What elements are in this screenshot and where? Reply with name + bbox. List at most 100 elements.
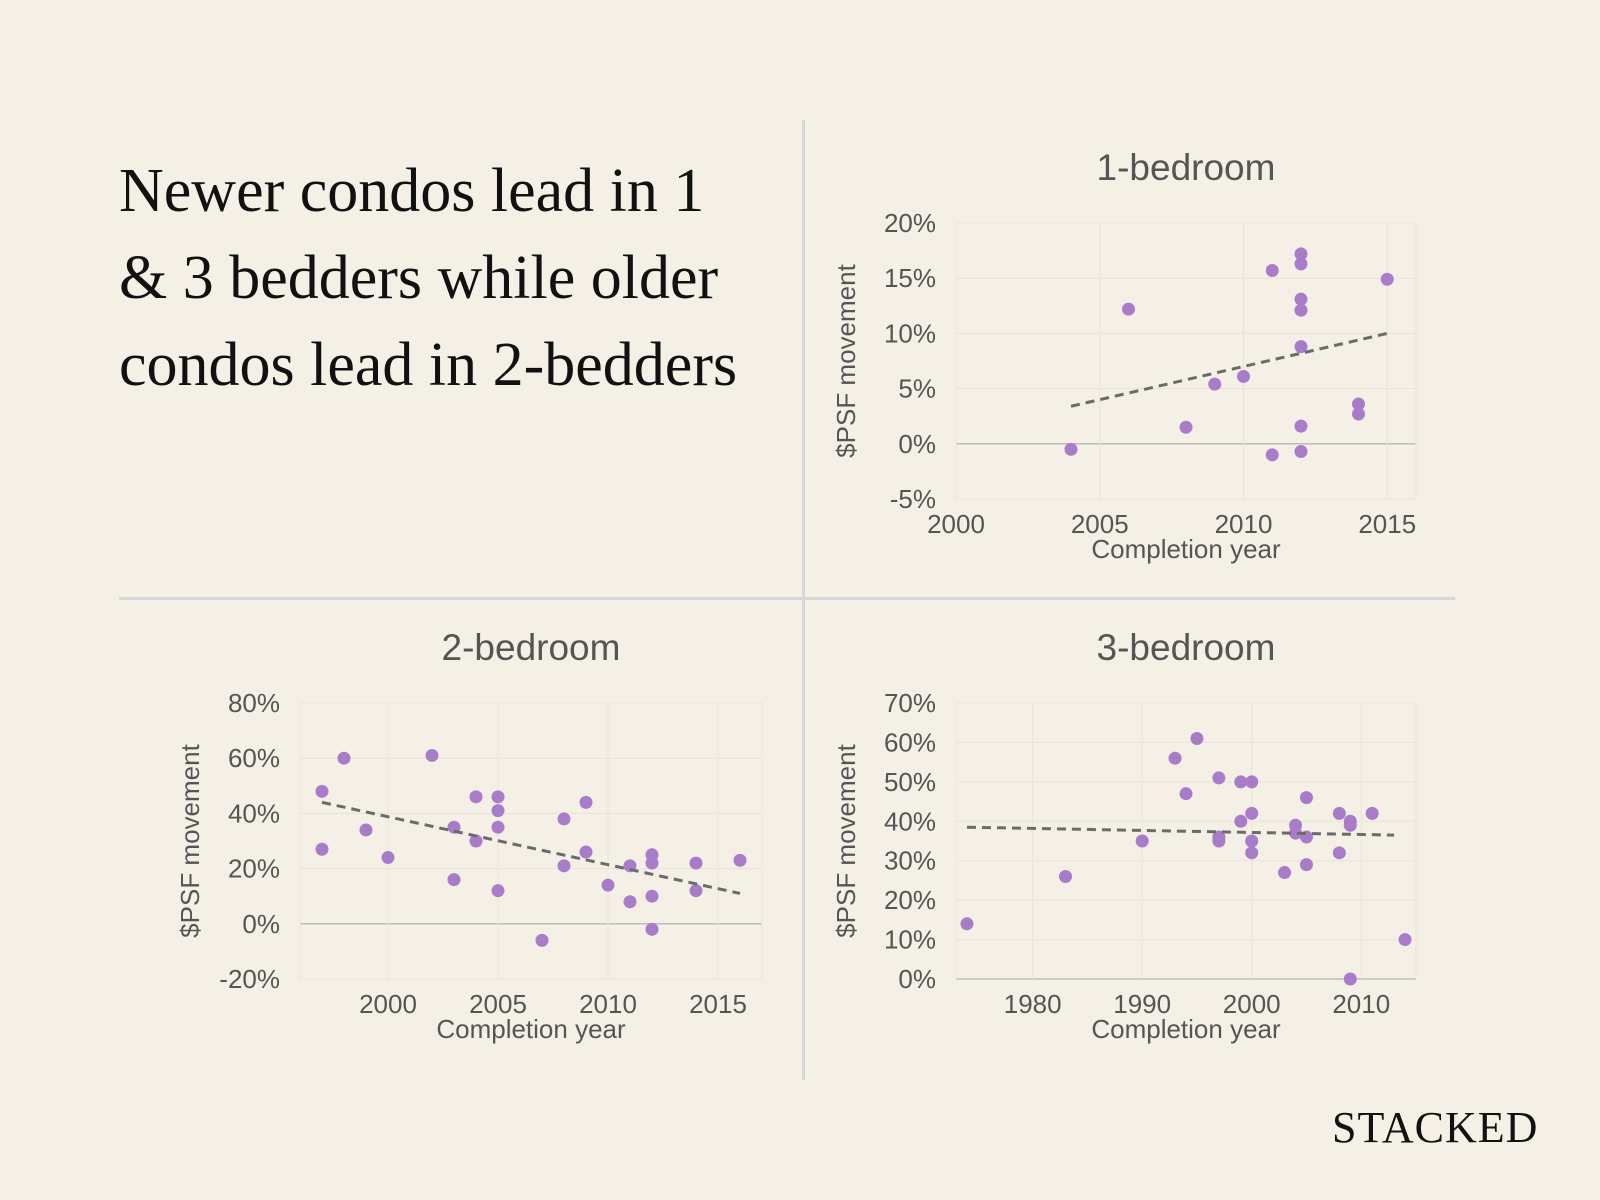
data-point xyxy=(1294,340,1308,354)
data-point xyxy=(381,851,395,865)
data-point xyxy=(1245,834,1259,848)
data-point xyxy=(1234,814,1248,828)
data-point xyxy=(1265,263,1279,277)
data-point xyxy=(1190,731,1204,745)
y-tick-label: 0% xyxy=(898,964,936,994)
data-point xyxy=(601,878,615,892)
x-tick-label: 2010 xyxy=(579,989,637,1019)
chart-title: 3-bedroom xyxy=(1097,627,1276,668)
data-point xyxy=(1299,791,1313,805)
data-point xyxy=(1245,846,1259,860)
data-point xyxy=(1265,448,1279,462)
data-point xyxy=(1294,247,1308,261)
data-point xyxy=(645,856,659,870)
data-point xyxy=(1332,846,1346,860)
data-point xyxy=(645,889,659,903)
data-point xyxy=(1234,775,1248,789)
data-point xyxy=(645,922,659,936)
y-tick-label: 5% xyxy=(898,374,936,404)
trend-line xyxy=(966,825,1395,837)
x-axis-label: Completion year xyxy=(1091,534,1281,564)
x-axis-label: Completion year xyxy=(436,1014,626,1044)
data-point xyxy=(425,748,439,762)
trend-line xyxy=(1070,331,1388,408)
horizontal-divider xyxy=(119,597,1455,600)
data-point xyxy=(491,820,505,834)
y-tick-label: 80% xyxy=(228,688,280,718)
y-tick-label: 70% xyxy=(884,688,936,718)
data-point xyxy=(579,795,593,809)
y-axis-label: $PSF movement xyxy=(175,743,205,937)
plot-area: -20% 0% 20% 40% 60% 80% 2000 2005 2010 2015 2-bedr… xyxy=(175,627,763,1044)
data-point xyxy=(315,784,329,798)
x-tick-label: 2015 xyxy=(689,989,747,1019)
data-point xyxy=(1352,407,1365,421)
data-point xyxy=(1059,869,1073,883)
y-tick-label: 20% xyxy=(884,208,936,238)
data-point xyxy=(1294,292,1308,306)
y-tick-label: 10% xyxy=(884,318,936,348)
y-axis-label: $PSF movement xyxy=(831,263,861,457)
data-point xyxy=(1294,303,1308,317)
data-point xyxy=(491,790,505,804)
x-tick-label: 2010 xyxy=(1215,509,1273,539)
data-point xyxy=(557,859,571,873)
chart-title: 1-bedroom xyxy=(1097,147,1276,188)
data-point xyxy=(1294,257,1308,271)
data-point xyxy=(1380,272,1394,286)
y-tick-label: 60% xyxy=(884,727,936,757)
y-tick-label: 20% xyxy=(228,854,280,884)
y-tick-label: 30% xyxy=(884,846,936,876)
data-point xyxy=(689,884,703,898)
data-point xyxy=(359,823,373,837)
data-point xyxy=(1332,806,1346,820)
data-point xyxy=(557,812,571,826)
chart-title: 2-bedroom xyxy=(442,627,621,668)
data-point xyxy=(1365,806,1379,820)
y-tick-label: 0% xyxy=(898,429,936,459)
data-point xyxy=(1289,826,1303,840)
data-point xyxy=(1135,834,1149,848)
data-point xyxy=(1343,814,1357,828)
data-point xyxy=(1294,419,1308,433)
data-point xyxy=(1168,751,1182,765)
data-point xyxy=(1179,420,1193,434)
y-tick-label: 60% xyxy=(228,743,280,773)
data-point xyxy=(1237,369,1250,383)
data-point xyxy=(1212,830,1226,844)
data-point xyxy=(1294,445,1308,459)
data-point xyxy=(535,933,549,947)
y-tick-label: -20% xyxy=(219,964,280,994)
data-point xyxy=(733,853,747,867)
data-point xyxy=(579,845,593,859)
data-point xyxy=(337,751,351,765)
data-point xyxy=(689,856,703,870)
data-point xyxy=(1299,858,1313,872)
y-tick-label: -5% xyxy=(890,484,936,514)
data-point xyxy=(1179,787,1193,801)
x-tick-label: 2000 xyxy=(359,989,417,1019)
data-point xyxy=(1352,397,1365,411)
x-tick-label: 1980 xyxy=(1004,989,1062,1019)
y-tick-label: 40% xyxy=(884,806,936,836)
plot-area: -5% 0% 5% 10% 15% 20% 2000 2005 2010 2015 1-bedroo… xyxy=(831,147,1417,564)
x-tick-label: 2000 xyxy=(927,509,985,539)
data-point xyxy=(1245,775,1259,789)
y-axis-label: $PSF movement xyxy=(831,743,861,937)
x-tick-label: 1990 xyxy=(1113,989,1171,1019)
data-point xyxy=(1289,818,1303,832)
vertical-divider xyxy=(802,120,805,1080)
data-point xyxy=(645,848,659,862)
headline: Newer condos lead in 1 & 3 bedders while… xyxy=(119,157,738,399)
y-tick-label: 50% xyxy=(884,767,936,797)
y-tick-label: 15% xyxy=(884,263,936,293)
data-point xyxy=(1299,830,1313,844)
data-point xyxy=(623,895,637,909)
data-point xyxy=(469,790,483,804)
data-point xyxy=(1212,771,1226,785)
y-tick-label: 40% xyxy=(228,798,280,828)
data-point xyxy=(491,804,505,818)
data-point xyxy=(1398,933,1412,947)
y-tick-label: 0% xyxy=(242,909,280,939)
data-point xyxy=(1245,806,1259,820)
